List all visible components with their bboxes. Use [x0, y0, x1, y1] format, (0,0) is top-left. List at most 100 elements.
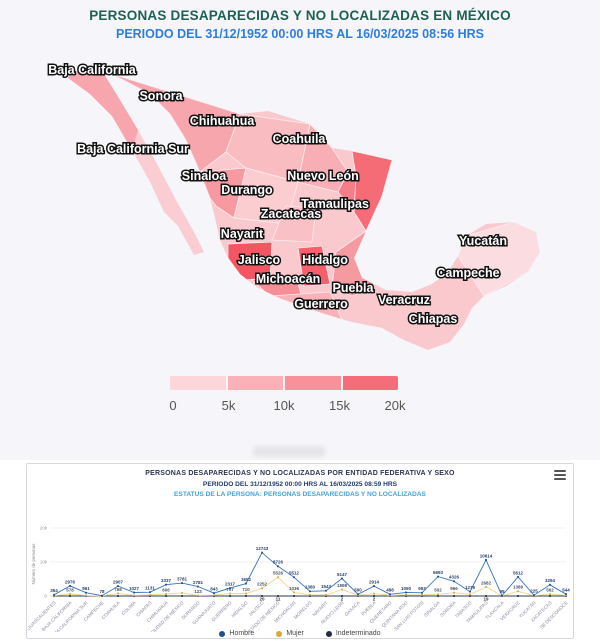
legend-item-hombre[interactable]: Hombre	[219, 630, 254, 637]
data-point[interactable]	[229, 595, 231, 598]
data-point[interactable]	[405, 594, 407, 596]
data-point[interactable]	[277, 565, 279, 568]
data-point[interactable]	[213, 594, 215, 597]
legend-item-indeterminado[interactable]: Indeterminado	[325, 630, 381, 637]
data-point[interactable]	[261, 552, 263, 554]
data-point[interactable]	[309, 590, 311, 593]
data-point-label: 5512	[289, 571, 300, 576]
state-region-baja-california[interactable]	[68, 72, 138, 150]
data-point[interactable]	[245, 582, 247, 585]
data-point[interactable]	[533, 594, 535, 597]
data-point[interactable]	[181, 582, 183, 585]
watermark-smudge	[253, 446, 325, 457]
data-point[interactable]	[421, 594, 423, 597]
legend-item-mujer[interactable]: Mujer	[276, 630, 304, 637]
data-point[interactable]	[549, 584, 551, 586]
data-point[interactable]	[501, 595, 503, 597]
chart-menu-button[interactable]	[554, 470, 566, 480]
state-region-centro[interactable]	[297, 245, 331, 287]
data-point[interactable]	[549, 593, 551, 596]
data-point[interactable]	[373, 593, 375, 595]
data-point[interactable]	[357, 593, 359, 596]
data-point[interactable]	[517, 576, 519, 579]
data-point[interactable]	[85, 594, 87, 597]
data-point[interactable]	[181, 592, 183, 595]
data-point[interactable]	[165, 584, 167, 586]
data-point[interactable]	[69, 593, 71, 596]
data-point[interactable]	[453, 580, 455, 583]
data-point[interactable]	[101, 595, 103, 597]
state-region-baja-peninsula[interactable]	[68, 72, 204, 255]
data-point[interactable]	[469, 595, 471, 598]
data-point[interactable]	[85, 592, 87, 594]
data-point[interactable]	[405, 595, 407, 598]
data-point[interactable]	[181, 595, 183, 598]
data-point[interactable]	[309, 595, 311, 598]
data-point[interactable]	[293, 591, 295, 594]
data-point[interactable]	[325, 590, 327, 592]
data-point[interactable]	[485, 559, 487, 562]
data-point[interactable]	[453, 595, 455, 598]
data-point[interactable]	[213, 592, 215, 595]
data-point[interactable]	[149, 591, 151, 594]
data-point[interactable]	[517, 595, 519, 598]
data-point[interactable]	[437, 593, 439, 596]
data-point[interactable]	[405, 591, 407, 594]
data-point[interactable]	[341, 577, 343, 580]
data-point[interactable]	[373, 595, 375, 598]
data-point[interactable]	[421, 592, 423, 594]
data-point[interactable]	[325, 594, 327, 597]
data-point[interactable]	[565, 593, 567, 596]
data-point-label: 5147	[337, 572, 348, 577]
data-point[interactable]	[197, 585, 199, 588]
data-point[interactable]	[357, 594, 359, 597]
data-point[interactable]	[277, 576, 279, 579]
data-point[interactable]	[149, 594, 151, 597]
data-point[interactable]	[69, 595, 71, 598]
data-point[interactable]	[229, 587, 231, 590]
state-region-tamaulipas[interactable]	[351, 150, 393, 232]
y-axis-tick: 0	[45, 594, 48, 599]
data-point[interactable]	[517, 590, 519, 593]
data-point[interactable]	[293, 595, 295, 598]
data-point[interactable]	[293, 576, 295, 579]
map-panel: PERSONAS DESAPARECIDAS Y NO LOCALIZADAS …	[0, 8, 600, 457]
data-point[interactable]	[261, 587, 263, 590]
data-point[interactable]	[469, 591, 471, 593]
data-point[interactable]	[469, 593, 471, 596]
data-point[interactable]	[117, 595, 119, 598]
data-point[interactable]	[149, 595, 151, 598]
data-point[interactable]	[453, 592, 455, 594]
data-point[interactable]	[261, 595, 263, 598]
data-point[interactable]	[117, 592, 119, 595]
data-point[interactable]	[165, 593, 167, 596]
data-point[interactable]	[245, 595, 247, 598]
data-point[interactable]	[133, 594, 135, 597]
data-point[interactable]	[165, 595, 167, 598]
data-point[interactable]	[309, 594, 311, 596]
data-point[interactable]	[53, 594, 55, 596]
data-point[interactable]	[117, 585, 119, 588]
data-point[interactable]	[197, 594, 199, 597]
state-region-zacatecas[interactable]	[271, 205, 317, 243]
data-point[interactable]	[437, 595, 439, 598]
data-point[interactable]	[325, 595, 327, 598]
data-point[interactable]	[341, 588, 343, 591]
data-point[interactable]	[485, 586, 487, 589]
data-point[interactable]	[341, 595, 343, 598]
data-point[interactable]	[565, 594, 567, 597]
data-point[interactable]	[133, 591, 135, 594]
data-point[interactable]	[485, 595, 487, 598]
data-point[interactable]	[549, 595, 551, 598]
data-point[interactable]	[389, 593, 391, 596]
data-point[interactable]	[389, 594, 391, 597]
data-point[interactable]	[69, 585, 71, 588]
data-point[interactable]	[421, 595, 423, 598]
data-point[interactable]	[245, 592, 247, 595]
mexico-choropleth-map[interactable]: Baja California Sonora Chihuahua Baja Calif…	[0, 56, 600, 374]
state-region-jalisco[interactable]	[227, 241, 273, 281]
data-point[interactable]	[277, 595, 279, 598]
data-point[interactable]	[229, 592, 231, 595]
data-point[interactable]	[373, 585, 375, 588]
data-point[interactable]	[437, 576, 439, 578]
